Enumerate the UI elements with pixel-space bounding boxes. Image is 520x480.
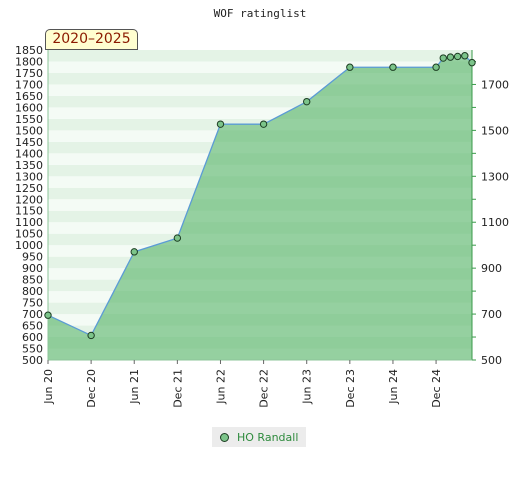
x-tick-label: Dec 23 (344, 369, 357, 408)
y-axis-left: 5005506006507007508008509009501000105011… (15, 44, 43, 367)
data-point (389, 63, 397, 71)
data-point (468, 58, 476, 67)
x-tick-label: Jun 20 (42, 369, 55, 405)
y-right-tick-label: 1500 (481, 124, 509, 137)
data-point (44, 311, 52, 319)
y-left-tick-label: 750 (22, 297, 43, 310)
y-left-tick-label: 1850 (15, 44, 43, 57)
y-right-tick-label: 1700 (481, 78, 509, 91)
y-left-tick-label: 1800 (15, 55, 43, 68)
grid-band (48, 107, 472, 119)
data-point (259, 120, 268, 128)
area-stripe (48, 325, 472, 338)
y-left-tick-label: 1750 (15, 67, 43, 80)
y-left-tick-label: 700 (22, 308, 43, 321)
x-tick-label: Dec 20 (85, 369, 98, 408)
y-left-tick-label: 1200 (15, 193, 43, 206)
y-left-tick-label: 1500 (15, 124, 43, 137)
data-points (44, 52, 476, 340)
area-stripe (48, 279, 472, 292)
y-left-tick-label: 1350 (15, 159, 43, 172)
y-left-tick-label: 1450 (15, 136, 43, 149)
y-left-tick-label: 900 (22, 262, 43, 275)
grid-band (48, 61, 472, 73)
grid-band (48, 50, 472, 62)
legend-label: HO Randall (237, 430, 299, 444)
x-axis: Jun 20 Dec 20 Jun 21 Dec 21 Jun 22 Dec 22 Jun … (42, 360, 443, 408)
y-left-tick-label: 1150 (15, 205, 43, 218)
y-left-tick-label: 550 (22, 343, 43, 356)
y-axis-right: 500 700 900 1100 1300 1500 1700 (472, 60, 509, 367)
y-right-tick-label: 900 (481, 262, 502, 275)
data-point (432, 63, 440, 71)
data-point (453, 52, 462, 61)
area-stripe (48, 256, 472, 269)
legend-marker (220, 432, 229, 442)
data-point (446, 53, 455, 61)
y-left-tick-label: 600 (22, 331, 43, 344)
x-tick-label: Dec 22 (258, 369, 271, 408)
y-right-tick-label: 500 (481, 354, 502, 367)
data-point (303, 97, 311, 106)
y-left-tick-label: 1000 (15, 239, 43, 252)
y-left-tick-label: 1100 (15, 216, 43, 229)
data-point (130, 248, 138, 256)
axes (47, 50, 473, 361)
y-left-tick-label: 500 (22, 354, 43, 367)
x-tick-label: Jun 23 (301, 369, 314, 405)
y-left-tick-label: 850 (22, 274, 43, 287)
x-tick-label: Dec 21 (171, 369, 184, 408)
x-tick-label: Jun 21 (128, 369, 141, 405)
area-stripe (48, 141, 472, 154)
y-left-tick-label: 650 (22, 320, 43, 333)
area-stripe (48, 187, 472, 200)
period-badge: 2020–2025 (45, 29, 138, 50)
data-point (439, 54, 447, 62)
y-left-tick-label: 1700 (15, 78, 43, 91)
y-left-tick-label: 1050 (15, 228, 43, 241)
y-right-tick-label: 1100 (481, 216, 509, 229)
data-point (216, 120, 225, 128)
y-left-tick-label: 950 (22, 251, 43, 264)
chart-title: WOF ratinglist (214, 7, 307, 20)
y-right-tick-label: 700 (481, 308, 502, 321)
y-left-tick-label: 1550 (15, 113, 43, 126)
area-stripe (48, 302, 472, 315)
y-left-tick-label: 1650 (15, 90, 43, 103)
area-stripe (48, 348, 472, 360)
x-tick-label: Jun 24 (387, 369, 400, 405)
grid-band (48, 84, 472, 96)
data-point (87, 331, 95, 340)
y-left-tick-label: 1250 (15, 182, 43, 195)
area-stripe (48, 164, 472, 177)
grid-band (48, 72, 472, 85)
series-area-fill (48, 55, 472, 360)
area-stripe (48, 210, 472, 223)
data-point (461, 52, 469, 60)
grid-band (48, 95, 472, 108)
y-left-tick-label: 800 (22, 285, 43, 298)
y-right-tick-label: 1300 (481, 170, 509, 183)
x-tick-label: Jun 22 (214, 369, 227, 405)
x-tick-label: Dec 24 (430, 369, 443, 408)
data-point (173, 234, 182, 242)
y-left-tick-label: 1300 (15, 170, 43, 183)
y-left-tick-label: 1600 (15, 101, 43, 114)
y-left-tick-label: 1400 (15, 147, 43, 160)
data-point (346, 63, 354, 71)
area-stripe (48, 233, 472, 246)
legend: HO Randall (212, 427, 307, 447)
